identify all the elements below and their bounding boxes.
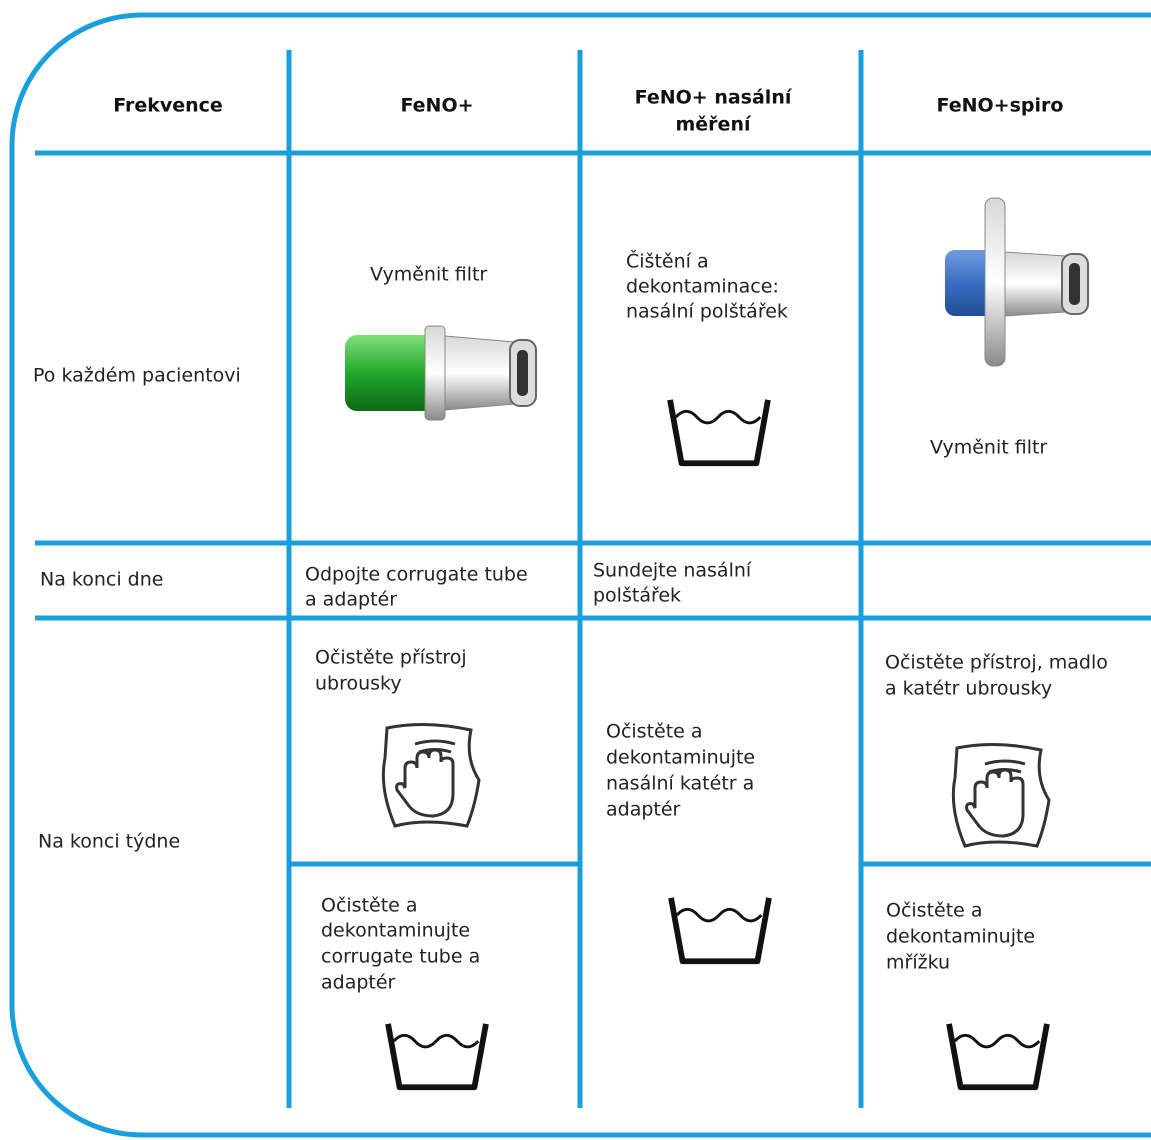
row-label: Na konci dne	[40, 569, 163, 591]
cell-text: polštářek	[593, 585, 681, 607]
cell-text: Odpojte corrugate tube	[305, 564, 528, 586]
cell-text: Očistěte a	[886, 900, 983, 922]
blue-filter-icon	[945, 197, 1089, 367]
cell-text: Očistěte a	[321, 895, 418, 917]
cell-text: Očistěte přístroj, madlo	[885, 652, 1108, 674]
cell-text: nasální polštářek	[626, 301, 788, 323]
wash-icon	[670, 400, 768, 463]
header-cell: měření	[676, 114, 752, 136]
wipe-icon	[381, 722, 481, 828]
row-label: Po každém pacientovi	[33, 365, 241, 387]
header-cell: Frekvence	[113, 95, 223, 117]
grid-lines	[35, 50, 1151, 1108]
wash-icon	[949, 1024, 1047, 1087]
outer-border	[9, 12, 1151, 1138]
wash-icon	[671, 898, 769, 961]
cell-text: adaptér	[606, 799, 681, 821]
cell-text: corrugate tube a	[321, 946, 480, 968]
cell-text: dekontaminujte	[321, 920, 470, 942]
header-cell: FeNO+	[400, 95, 473, 117]
cell-text: Očistěte a	[606, 721, 703, 743]
cell-text: mřížku	[886, 952, 950, 974]
cell-text: dekontaminujte	[606, 747, 755, 769]
cell-text: Očistěte přístroj	[315, 647, 467, 669]
cell-text: adaptér	[321, 972, 396, 994]
wash-icon	[388, 1024, 486, 1087]
header-cell: FeNO+ nasální	[635, 87, 793, 109]
wipe-icon	[951, 742, 1051, 848]
cell-text: dekontaminujte	[886, 926, 1035, 948]
header-cell: FeNO+spiro	[937, 95, 1064, 117]
cell-text: nasální katétr a	[606, 773, 754, 795]
cell-text: Vyměnit filtr	[370, 264, 487, 286]
row-label: Na konci týdne	[38, 831, 180, 853]
cell-text: a adaptér	[305, 589, 397, 611]
green-filter-icon	[345, 325, 537, 421]
cell-text: Vyměnit filtr	[930, 437, 1047, 459]
cell-text: Sundejte nasální	[593, 560, 752, 582]
cell-text: Čištění a	[626, 249, 709, 273]
cell-text: a katétr ubrousky	[885, 678, 1052, 700]
cell-text: ubrousky	[315, 673, 402, 695]
cell-text: dekontaminace:	[626, 276, 779, 298]
